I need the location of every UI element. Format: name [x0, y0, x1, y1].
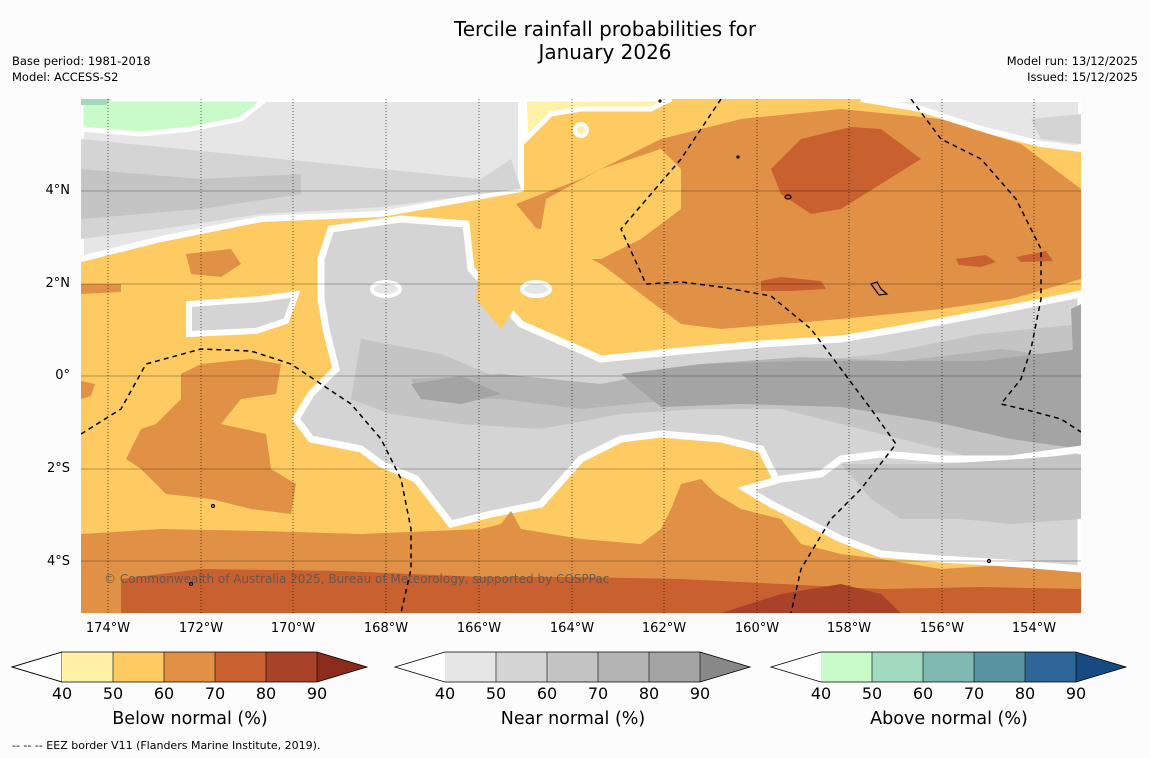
lon-label-168w: 168°W [363, 621, 409, 636]
above-normal-topleft [81, 99, 271, 137]
cb-below-max-arrow [317, 652, 367, 682]
lat-label-4s: 4°S [46, 554, 70, 569]
lon-label-162w: 162°W [641, 621, 687, 636]
cb-above-tick-80: 80 [1014, 684, 1036, 703]
below-normal-60-west [126, 359, 296, 514]
above-normal-topleft-50 [81, 99, 111, 105]
cb-below-tick-50: 50 [102, 684, 124, 703]
lat-gridlines [81, 190, 1081, 562]
cb-near-max-arrow [700, 652, 750, 682]
cb-above-tick-60: 60 [912, 684, 934, 703]
cb-above-tick-90: 90 [1065, 684, 1087, 703]
lon-label-156w: 156°W [919, 621, 965, 636]
cb-above-seg-1 [821, 652, 872, 682]
cb-near-tick-60: 60 [536, 684, 558, 703]
near-normal-southeast-60 [841, 454, 1081, 524]
islands [188, 99, 992, 587]
cb-near-tick-90: 90 [689, 684, 711, 703]
below-normal-40-top [521, 99, 673, 145]
below-normal-80-south [721, 584, 901, 613]
cb-near-seg-5 [649, 652, 700, 682]
near-normal-oval-2 [520, 280, 552, 298]
cb-near-tick-70: 70 [587, 684, 609, 703]
title-line-2: January 2026 [538, 40, 672, 64]
eez-borders [81, 99, 1081, 613]
cb-near-seg-4 [598, 652, 649, 682]
lat-label-2s: 2°S [46, 461, 70, 476]
cb-near-seg-2 [496, 652, 547, 682]
issued-date: Issued: 15/12/2025 [1027, 70, 1138, 84]
lat-label-2n: 2°N [45, 276, 71, 291]
cb-above-seg-3 [923, 652, 974, 682]
cb-above-seg-2 [872, 652, 923, 682]
model-name: Model: ACCESS-S2 [12, 70, 119, 84]
lon-label-174w: 174°W [85, 621, 131, 636]
cb-near-min-arrow [395, 652, 445, 682]
cb-below-seg-2 [113, 652, 164, 682]
cb-below-min-arrow [10, 651, 63, 683]
lon-label-164w: 164°W [549, 621, 595, 636]
cb-below-tick-70: 70 [204, 684, 226, 703]
below-normal-70-strip2 [956, 255, 996, 267]
eez-footnote: -- -- -- EEZ border V11 (Flanders Marine… [12, 739, 321, 752]
lon-label-158w: 158°W [826, 621, 872, 636]
near-normal-small-left [186, 290, 301, 338]
lon-label-170w: 170°W [270, 621, 316, 636]
colorbar-above-normal [769, 651, 1128, 683]
map-svg [81, 99, 1081, 613]
lon-label-160w: 160°W [734, 621, 780, 636]
cb-above-tick-70: 70 [963, 684, 985, 703]
copyright-watermark: © Commonwealth of Australia 2025, Bureau… [104, 572, 610, 586]
cb-above-tick-50: 50 [861, 684, 883, 703]
cb-near-seg-3 [547, 652, 598, 682]
cb-below-seg-4 [215, 652, 266, 682]
title-line-1: Tercile rainfall probabilities for [453, 17, 757, 41]
lon-label-172w: 172°W [178, 621, 224, 636]
metadata-right: Model run: 13/12/2025 Issued: 15/12/2025 [1007, 53, 1138, 85]
near-normal-east-edge [1071, 304, 1081, 359]
base-period: Base period: 1981-2018 [12, 54, 151, 68]
near-normal-topright [860, 99, 1081, 153]
below-normal-60-west-small [186, 249, 241, 277]
lat-label-4n: 4°N [45, 183, 71, 198]
cb-above-seg-4 [974, 652, 1025, 682]
probability-map [81, 99, 1081, 613]
lon-label-166w: 166°W [456, 621, 502, 636]
below-normal-70-east [771, 127, 921, 214]
map-title: Tercile rainfall probabilities for Janua… [375, 18, 835, 64]
cb-below-tick-40: 40 [51, 684, 73, 703]
model-run: Model run: 13/12/2025 [1006, 54, 1138, 68]
cb-near-tick-40: 40 [434, 684, 456, 703]
cb-near-tick-50: 50 [485, 684, 507, 703]
cb-above-title: Above normal (%) [870, 709, 1028, 729]
cb-above-min-arrow [771, 652, 821, 682]
cb-above-tick-40: 40 [810, 684, 832, 703]
colorbar-below-normal [10, 651, 369, 683]
below-normal-60-west-edge2 [81, 381, 95, 399]
below-normal-60-west-edge [81, 284, 121, 294]
near-normal-topright-60 [1031, 114, 1081, 144]
near-normal-central-80a [411, 376, 501, 404]
cb-below-seg-3 [164, 652, 215, 682]
cb-near-seg-1 [445, 652, 496, 682]
near-normal-central-80b [621, 349, 1081, 449]
cb-below-seg-1 [62, 652, 113, 682]
lat-label-0: 0° [55, 368, 70, 383]
colorbar-near-normal [393, 651, 752, 683]
cb-below-seg-5 [266, 652, 317, 682]
cb-below-tick-90: 90 [306, 684, 328, 703]
metadata-left: Base period: 1981-2018 Model: ACCESS-S2 [12, 53, 151, 85]
cb-near-tick-80: 80 [638, 684, 660, 703]
cb-below-tick-60: 60 [153, 684, 175, 703]
cb-above-max-arrow [1076, 652, 1126, 682]
cb-below-tick-80: 80 [255, 684, 277, 703]
below-normal-40-dot [573, 122, 589, 138]
lon-label-154w: 154°W [1011, 621, 1057, 636]
near-normal-topleft-70 [81, 169, 301, 219]
cb-below-title: Below normal (%) [112, 709, 268, 729]
cb-above-seg-5 [1025, 652, 1076, 682]
below-normal-70-strip3 [1016, 251, 1053, 262]
cb-near-title: Near normal (%) [500, 709, 646, 729]
